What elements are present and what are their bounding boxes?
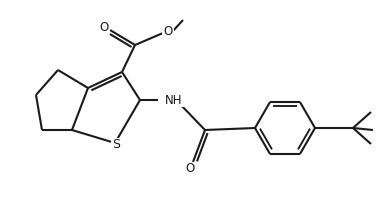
Text: S: S (112, 138, 120, 151)
Text: O: O (163, 25, 173, 37)
Text: O: O (185, 163, 195, 175)
Text: O: O (99, 21, 109, 33)
Text: NH: NH (165, 93, 183, 107)
